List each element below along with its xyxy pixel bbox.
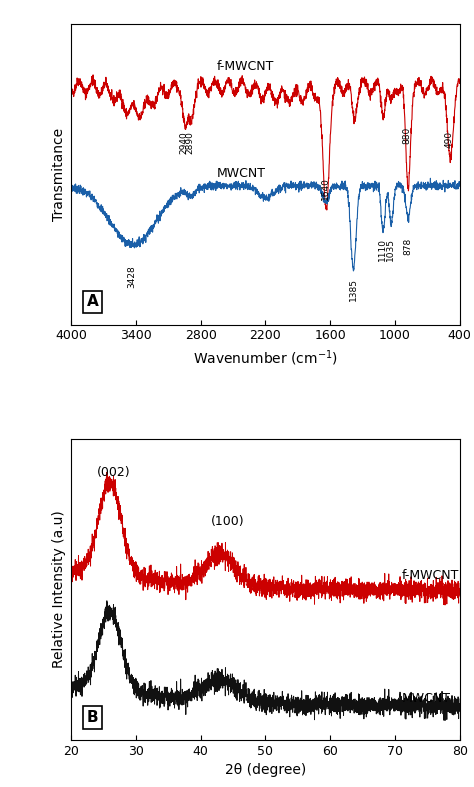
Text: 880: 880	[402, 127, 411, 144]
Text: B: B	[87, 710, 98, 725]
Text: 878: 878	[403, 238, 412, 256]
Text: MWCNT: MWCNT	[401, 692, 450, 705]
X-axis label: Wavenumber (cm$^{-1}$): Wavenumber (cm$^{-1}$)	[193, 348, 338, 368]
Text: 1035: 1035	[386, 238, 395, 261]
Text: 490: 490	[445, 131, 454, 148]
Y-axis label: Relative Intensity (a.u): Relative Intensity (a.u)	[52, 511, 65, 668]
Text: 3428: 3428	[127, 265, 136, 288]
Text: f-MWCNT: f-MWCNT	[217, 60, 274, 73]
X-axis label: 2θ (degree): 2θ (degree)	[225, 763, 306, 778]
Text: f-MWCNT: f-MWCNT	[401, 568, 459, 582]
Text: 1385: 1385	[348, 279, 357, 301]
Text: 1640: 1640	[321, 177, 330, 200]
Text: 1110: 1110	[378, 238, 387, 261]
Text: (002): (002)	[97, 467, 131, 479]
Text: (100): (100)	[210, 515, 244, 528]
Text: 2940: 2940	[180, 131, 189, 153]
Text: A: A	[87, 294, 99, 309]
Text: MWCNT: MWCNT	[217, 167, 266, 180]
Text: 2890: 2890	[185, 131, 194, 153]
Y-axis label: Transmitance: Transmitance	[52, 127, 65, 220]
